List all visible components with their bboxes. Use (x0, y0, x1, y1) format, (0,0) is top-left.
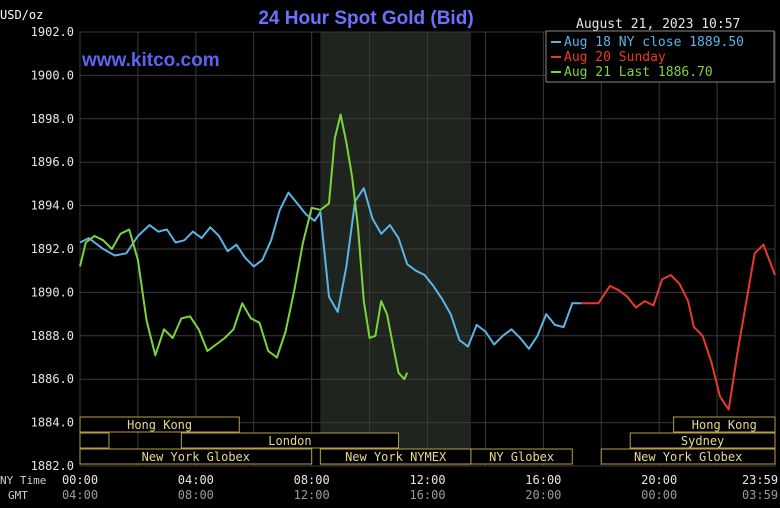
series-line-3 (79, 113, 409, 381)
y-tick-label: 1894.0 (31, 199, 74, 213)
y-tick-label: 1882.0 (31, 459, 74, 473)
y-tick-label: 1884.0 (31, 416, 74, 430)
y-tick-label: 1892.0 (31, 242, 74, 256)
market-band-label: Sydney (681, 434, 724, 448)
datetime: August 21, 2023 10:57 (576, 17, 740, 32)
x-tick-label-gmt: 12:00 (294, 488, 330, 502)
y-tick-labels: 1902.0 1900.0 1898.0 1896.0 1894.0 1892.0 1890… (31, 25, 74, 473)
series-line-1 (79, 187, 581, 350)
legend-entry: Aug 18 NY close 1889.50 (564, 35, 744, 50)
x-tick-label-ny: 04:00 (178, 473, 214, 487)
y-tick-label: 1886.0 (31, 372, 74, 386)
y-tick-label: 1890.0 (31, 285, 74, 299)
market-band (180, 432, 400, 449)
market-band-label: Hong Kong (692, 418, 757, 432)
y-tick-label: 1902.0 (31, 25, 74, 39)
y-tick-label: 1900.0 (31, 68, 74, 82)
market-band (470, 448, 573, 465)
market-band (79, 448, 313, 465)
series-lines (79, 113, 776, 411)
x-tick-label-gmt: 04:00 (62, 488, 98, 502)
market-band (79, 432, 110, 449)
x-tick-labels: 00:00 04:00 08:00 12:00 16:00 20:00 23:5904:00… (62, 473, 778, 502)
x-tick-label-ny: 00:00 (62, 473, 98, 487)
market-band-label: New York Globex (634, 450, 742, 464)
market-band-label: New York NYMEX (345, 450, 447, 464)
row-label-ny: NY Time (0, 474, 46, 487)
market-band (600, 448, 776, 465)
y-tick-label: 1896.0 (31, 155, 74, 169)
market-band-label: NY Globex (489, 450, 554, 464)
market-band (629, 432, 776, 449)
market-band-label: New York Globex (142, 450, 250, 464)
x-tick-label-ny: 12:00 (409, 473, 445, 487)
y-tick-label: 1898.0 (31, 112, 74, 126)
row-label-gmt: GMT (8, 489, 28, 502)
watermark: www.kitco.com (81, 50, 220, 71)
chart-title: 24 Hour Spot Gold (Bid) (258, 8, 473, 29)
series-line-2 (581, 243, 776, 411)
x-tick-label-gmt: 03:59 (742, 488, 778, 502)
market-band (673, 416, 776, 433)
x-tick-label-gmt: 00:00 (641, 488, 677, 502)
legend-entry: Aug 21 Last 1886.70 (564, 65, 713, 80)
x-tick-label-ny: 16:00 (525, 473, 561, 487)
y-tick-label: 1888.0 (31, 329, 74, 343)
market-band-label: London (268, 434, 311, 448)
market-bands: Hong Kong London New York Globex New York N… (79, 416, 776, 465)
market-band-label: Hong Kong (127, 418, 192, 432)
x-tick-label-ny: 23:59 (742, 473, 778, 487)
grid (79, 31, 776, 467)
y-axis-label: USD/oz (0, 8, 43, 22)
market-band (79, 416, 240, 433)
x-tick-label-gmt: 08:00 (178, 488, 214, 502)
x-tick-label-ny: 08:00 (294, 473, 330, 487)
x-tick-label-gmt: 16:00 (409, 488, 445, 502)
legend-entry: Aug 20 Sunday (564, 50, 666, 65)
x-tick-label-ny: 20:00 (641, 473, 677, 487)
x-tick-label-gmt: 20:00 (525, 488, 561, 502)
